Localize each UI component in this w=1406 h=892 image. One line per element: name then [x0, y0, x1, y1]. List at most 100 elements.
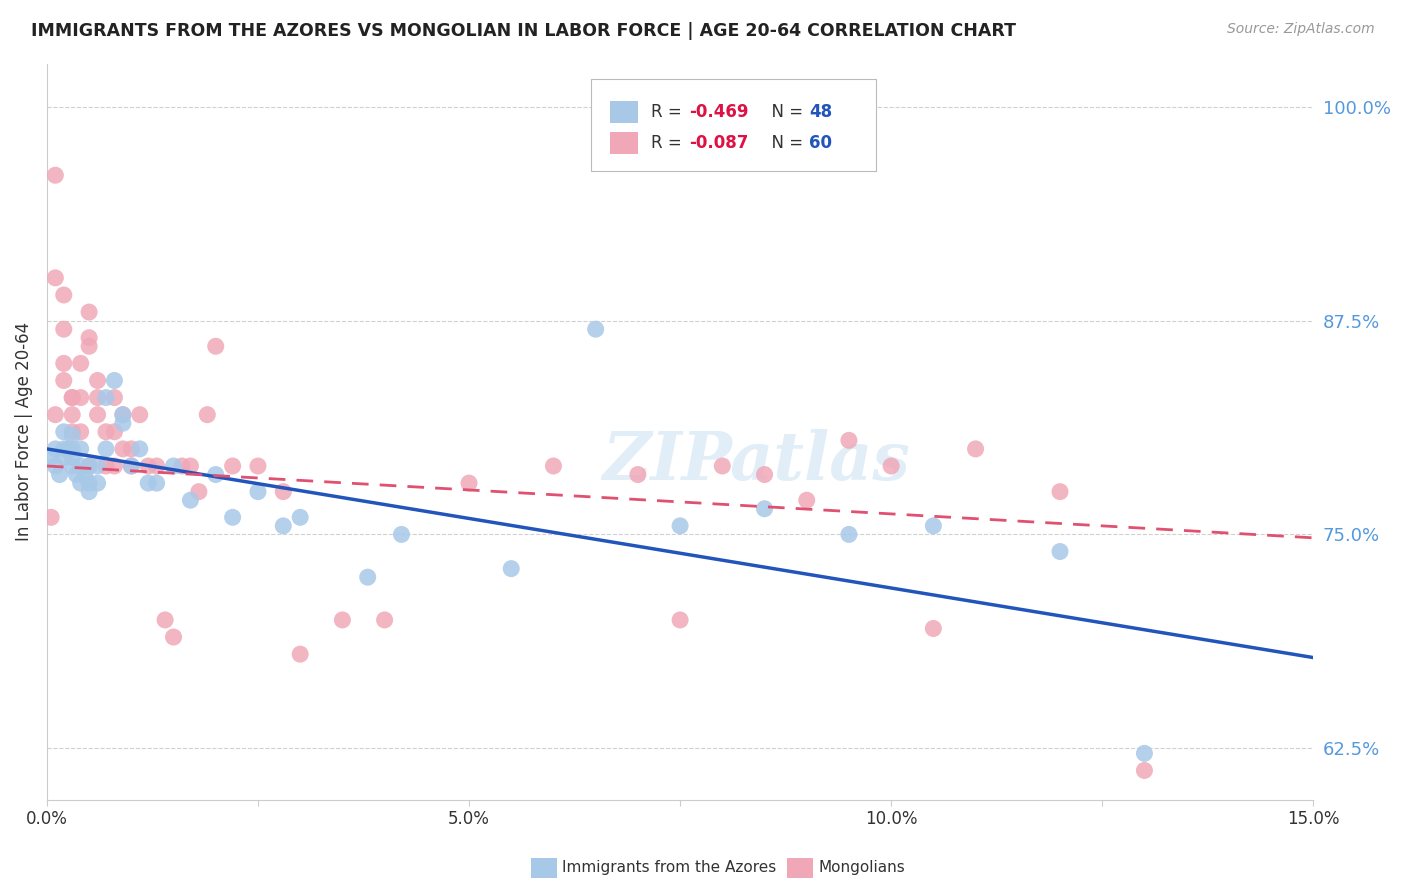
Point [77, 331, 100, 345]
Point [120, 458, 142, 473]
Point [391, 527, 413, 541]
Point [1133, 764, 1156, 778]
Point [120, 458, 142, 473]
Point [60, 408, 83, 422]
Point [48, 467, 70, 482]
Point [77, 458, 100, 473]
Point [103, 458, 125, 473]
Point [136, 476, 159, 491]
Point [60, 391, 83, 405]
Point [44, 442, 66, 456]
Text: ZIPatlas: ZIPatlas [602, 429, 910, 493]
Point [796, 493, 818, 508]
Point [179, 493, 201, 508]
Point [69, 356, 91, 370]
Point [73, 467, 96, 482]
Point [86, 458, 108, 473]
Point [136, 458, 159, 473]
Point [187, 484, 209, 499]
Point [128, 442, 150, 456]
Point [922, 519, 945, 533]
Point [69, 391, 91, 405]
Point [60, 428, 83, 442]
Text: 60: 60 [810, 134, 832, 152]
Point [86, 408, 108, 422]
Point [246, 458, 269, 473]
Text: R =: R = [651, 103, 688, 120]
Point [111, 442, 134, 456]
Point [669, 519, 692, 533]
Point [77, 339, 100, 353]
Point [94, 425, 117, 439]
FancyBboxPatch shape [592, 78, 876, 170]
Point [711, 458, 734, 473]
Point [52, 450, 75, 465]
Text: R =: R = [651, 134, 688, 152]
Point [77, 305, 100, 319]
Point [86, 476, 108, 491]
Text: -0.087: -0.087 [689, 134, 748, 152]
Point [56, 442, 79, 456]
Point [838, 434, 860, 448]
Text: N =: N = [761, 103, 808, 120]
Bar [610, 101, 638, 123]
Point [69, 476, 91, 491]
Point [221, 458, 243, 473]
Point [204, 339, 226, 353]
Point [1049, 484, 1071, 499]
Point [1049, 544, 1071, 558]
Point [94, 458, 117, 473]
Text: N =: N = [761, 134, 808, 152]
Point [271, 484, 294, 499]
Point [103, 391, 125, 405]
Point [39, 510, 62, 524]
Point [1133, 747, 1156, 761]
Point [94, 391, 117, 405]
Point [204, 467, 226, 482]
Text: Immigrants from the Azores: Immigrants from the Azores [562, 860, 776, 874]
Bar [610, 132, 638, 153]
Point [754, 467, 776, 482]
Point [374, 613, 396, 627]
Point [103, 425, 125, 439]
Point [162, 458, 184, 473]
Text: Mongolians: Mongolians [818, 860, 905, 874]
Point [86, 391, 108, 405]
Point [162, 630, 184, 644]
Point [60, 391, 83, 405]
Point [60, 425, 83, 439]
Point [357, 570, 380, 584]
Point [669, 613, 692, 627]
Point [145, 458, 167, 473]
Point [179, 458, 201, 473]
Point [60, 450, 83, 465]
Point [111, 408, 134, 422]
Point [52, 322, 75, 336]
Point [153, 613, 176, 627]
Point [103, 374, 125, 388]
Point [585, 322, 607, 336]
Point [170, 458, 193, 473]
Point [94, 442, 117, 456]
Point [77, 476, 100, 491]
Point [221, 510, 243, 524]
Point [44, 408, 66, 422]
Point [44, 458, 66, 473]
Point [501, 561, 523, 575]
Point [60, 442, 83, 456]
Point [288, 510, 311, 524]
Point [627, 467, 650, 482]
Point [195, 408, 218, 422]
Point [39, 450, 62, 465]
Point [111, 408, 134, 422]
Point [60, 458, 83, 473]
Point [754, 501, 776, 516]
Point [332, 613, 354, 627]
Point [543, 458, 565, 473]
Point [145, 476, 167, 491]
Text: IMMIGRANTS FROM THE AZORES VS MONGOLIAN IN LABOR FORCE | AGE 20-64 CORRELATION C: IMMIGRANTS FROM THE AZORES VS MONGOLIAN … [31, 22, 1017, 40]
Point [52, 425, 75, 439]
Point [77, 458, 100, 473]
Text: 48: 48 [810, 103, 832, 120]
Point [246, 484, 269, 499]
